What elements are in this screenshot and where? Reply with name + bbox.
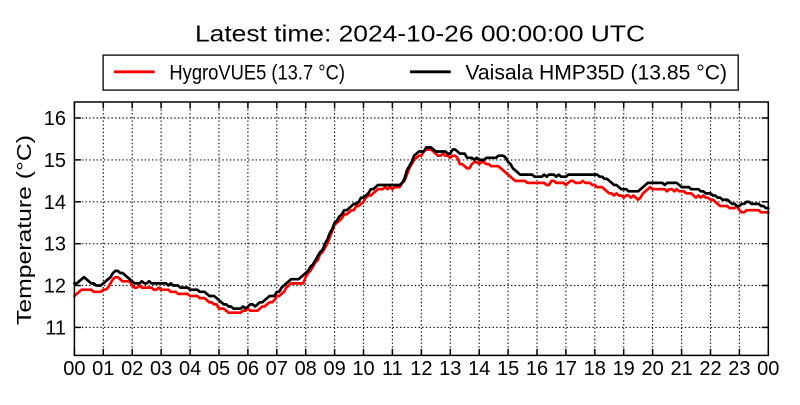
svg-text:17: 17 [555,358,577,380]
svg-text:22: 22 [699,358,721,380]
svg-text:16: 16 [526,358,548,380]
svg-text:23: 23 [728,358,750,380]
svg-text:01: 01 [92,358,114,380]
svg-text:14: 14 [468,358,490,380]
svg-text:06: 06 [237,358,259,380]
svg-text:11: 11 [45,317,66,339]
svg-text:00: 00 [757,358,779,380]
svg-text:11: 11 [382,358,403,380]
svg-text:20: 20 [641,358,663,380]
svg-text:09: 09 [323,358,345,380]
svg-text:00: 00 [63,358,85,380]
svg-text:14: 14 [44,192,66,214]
svg-text:07: 07 [266,358,288,380]
svg-text:04: 04 [179,358,201,380]
svg-text:12: 12 [44,276,66,298]
svg-text:05: 05 [208,358,230,380]
svg-text:10: 10 [352,358,374,380]
svg-text:Temperature (°C): Temperature (°C) [14,135,36,325]
svg-text:15: 15 [497,358,519,380]
svg-text:15: 15 [44,150,66,172]
svg-text:Latest time: 2024-10-26 00:00:: Latest time: 2024-10-26 00:00:00 UTC [195,21,645,47]
svg-text:02: 02 [121,358,143,380]
svg-text:08: 08 [295,358,317,380]
svg-text:19: 19 [613,358,635,380]
svg-text:16: 16 [44,108,66,130]
svg-text:HygroVUE5 (13.7 °C): HygroVUE5 (13.7 °C) [169,62,345,85]
svg-text:13: 13 [439,358,461,380]
svg-text:21: 21 [670,358,692,380]
svg-text:18: 18 [584,358,606,380]
svg-text:Vaisala HMP35D (13.85 °C): Vaisala HMP35D (13.85 °C) [465,62,727,85]
svg-text:12: 12 [410,358,432,380]
svg-text:03: 03 [150,358,172,380]
svg-text:13: 13 [44,234,66,256]
